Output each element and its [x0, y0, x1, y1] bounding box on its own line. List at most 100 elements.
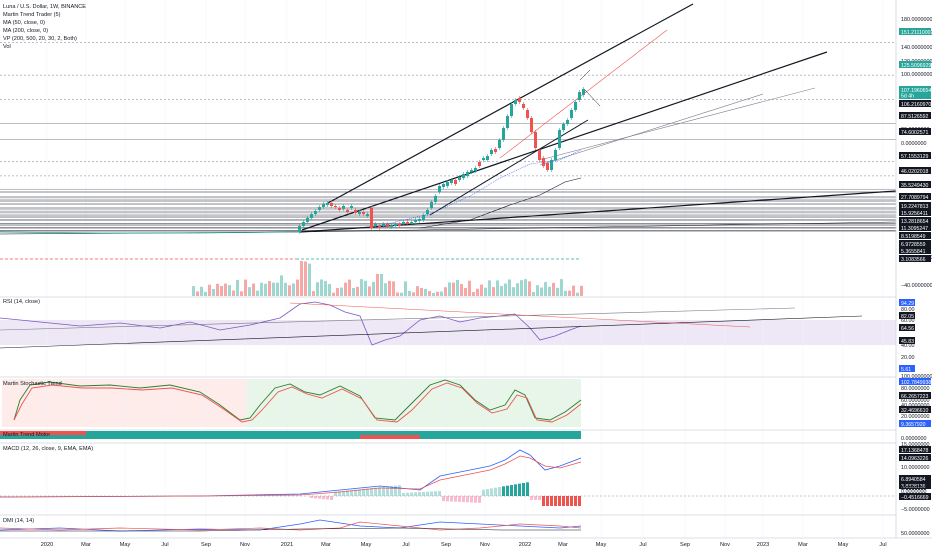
volume-bar [220, 286, 223, 296]
candle-body [486, 156, 489, 160]
candle-body [554, 150, 557, 160]
macd-hist-bar [414, 492, 417, 496]
indicator-volume[interactable]: Vol [3, 44, 11, 50]
trend-line [299, 221, 897, 233]
volume-bar [336, 287, 339, 296]
volume-bar [396, 292, 399, 296]
candle-body [426, 210, 429, 214]
macd-hist-bar [442, 496, 445, 502]
stoch-tag [899, 420, 931, 427]
macd-hist-bar [526, 482, 529, 496]
candle-body [322, 204, 325, 207]
price-tag-label: 35.5249430 [901, 183, 929, 189]
dmi-pane-title[interactable]: DMI (14, 14) [3, 518, 35, 524]
macd-hist-bar [342, 490, 345, 496]
rsi-tag-label: 94.29 [901, 301, 914, 307]
price-tag [899, 128, 931, 135]
macd-hist-bar [506, 485, 509, 496]
price-tag-label: 57.1553129 [901, 154, 929, 160]
candle-body [374, 224, 377, 226]
candle-body [482, 158, 485, 160]
volume-bar [244, 279, 247, 296]
macd-scale-label: 0.0000000 [901, 489, 926, 495]
macd-tag-label: 17.1368478 [901, 448, 929, 454]
price-tag [899, 100, 931, 107]
macd-hist-bar [574, 496, 577, 506]
volume-bar [348, 279, 351, 296]
volume-bar [224, 283, 227, 296]
candle-body [434, 196, 437, 202]
rsi-pane-title[interactable]: RSI (14, close) [3, 299, 40, 305]
volume-bar [544, 282, 547, 296]
candlesticks[interactable] [0, 87, 585, 234]
volume-bar [480, 284, 483, 296]
stoch-scale-label: 60.0000000 [901, 398, 929, 404]
time-label: May [120, 542, 131, 548]
dmi-adx [0, 527, 581, 532]
macd-hist-bar [550, 496, 553, 506]
candle-body [474, 168, 477, 171]
price-tag [899, 209, 931, 216]
volume-bar [324, 280, 327, 296]
volume-bar [500, 286, 503, 296]
stoch-pane-title[interactable]: Martin Stochastic Trend [3, 381, 62, 387]
volume-bar [360, 279, 363, 296]
indicator-volume-profile[interactable]: VP (200, 500, 20, 30, 2, Both) [3, 36, 77, 42]
stoch-scale-label: 40.0000000 [901, 403, 929, 409]
volume-bar [416, 286, 419, 296]
time-label: 2023 [757, 542, 769, 548]
volume-bar [228, 285, 231, 296]
trend-lines[interactable] [0, 3, 897, 235]
price-scale[interactable]: 180.0000000160.0000000140.0000000120.000… [899, 17, 932, 537]
candle-body [378, 226, 381, 228]
price-tag [899, 28, 931, 35]
macd-hist-bar [542, 496, 545, 506]
volume-bar [564, 290, 567, 296]
volume-bar [428, 291, 431, 296]
indicator-ma-200[interactable]: MA (200, close, 0) [3, 28, 49, 34]
volume-bar [288, 285, 291, 296]
indicator-martin-trend-trader[interactable]: Martin Trend Trader (5) [3, 12, 61, 18]
volume-bar [384, 283, 387, 296]
stoch-scale-label: 80.0000000 [901, 386, 929, 392]
price-tag-label: 5.3655841 [901, 249, 926, 255]
motor-pane-title[interactable]: Martin Trend Motor [3, 432, 51, 438]
volume-bar [444, 287, 447, 296]
volume-bar [196, 291, 199, 296]
price-tag [899, 255, 931, 262]
macd-pane-title[interactable]: MACD (12, 26, close, 9, EMA, EMA) [3, 446, 94, 452]
symbol-title[interactable]: Luna / U.S. Dollar, 1W, BINANCE [3, 4, 87, 10]
macd-hist-bar [394, 485, 397, 496]
candle-body [398, 224, 401, 226]
macd-hist-bar [530, 496, 533, 500]
indicator-ma-50[interactable]: MA (50, close, 0) [3, 20, 45, 26]
volume-bar [344, 282, 347, 296]
volume-bar [372, 281, 375, 296]
macd-hist-bar [498, 487, 501, 496]
macd-hist-bar [578, 496, 581, 506]
macd-hist-bar [402, 492, 405, 496]
macd-hist-bar [502, 486, 505, 496]
volume-bar [240, 291, 243, 296]
candle-body [450, 180, 453, 183]
stoch-tag [899, 392, 931, 399]
trend-line [584, 89, 601, 107]
macd-hist-bar [346, 490, 349, 496]
macd-hist-bar [438, 491, 441, 496]
price-tag-label: 106.2160970 [901, 102, 931, 108]
macd-hist-bar [418, 492, 421, 496]
candle-body [458, 177, 461, 180]
time-scale[interactable]: 2020 Mar May Jul Sep Nov 2021 Mar May Jul Sep Nov 20… [41, 542, 887, 548]
volume-bar [268, 281, 271, 296]
countdown-label: 5d 4h [901, 94, 914, 100]
macd-hist-bar [470, 496, 473, 503]
current-price-label: 107.1960654 [901, 88, 931, 94]
volume-bar [408, 290, 411, 296]
macd-hist-bar [326, 496, 329, 500]
macd-line [0, 449, 582, 498]
price-scale-label: 100.0000000 [901, 72, 932, 78]
current-price-tag [899, 86, 931, 99]
macd-tag [899, 493, 931, 500]
